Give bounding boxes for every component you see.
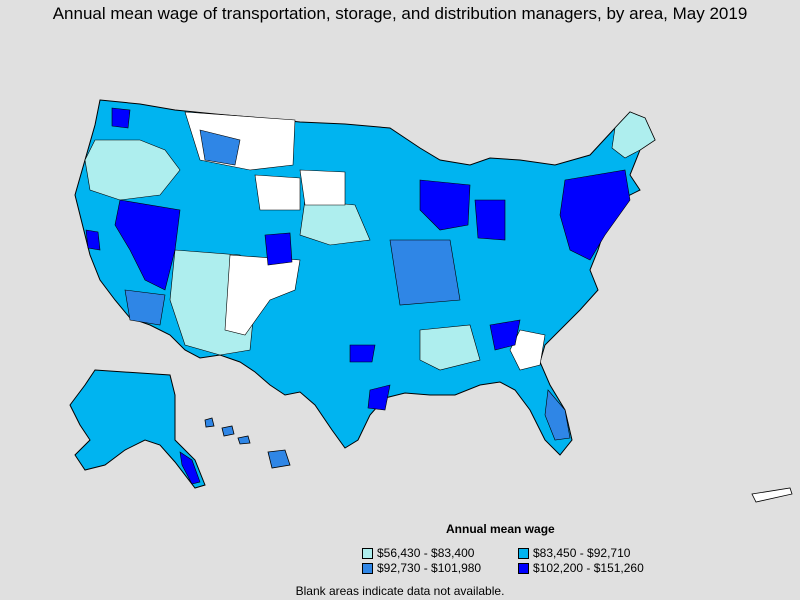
region-tier4-california-bay xyxy=(85,229,101,251)
footnote: Blank areas indicate data not available. xyxy=(295,584,505,598)
region-blank-wyoming xyxy=(254,174,301,211)
legend-label-tier1: $56,430 - $83,400 xyxy=(377,546,475,560)
region-tier3-midwest xyxy=(389,239,461,306)
region-tier4-great-lakes xyxy=(419,179,471,231)
legend-swatch-tier3 xyxy=(362,562,373,574)
region-blank-dakota xyxy=(299,169,346,206)
legend-item-tier3: $92,730 - $101,980 xyxy=(362,561,481,575)
region-tier3-arizona xyxy=(124,289,166,326)
legend-label-tier4: $102,200 - $151,260 xyxy=(533,561,644,575)
region-tier3-northwest xyxy=(199,129,241,166)
contiguous-us-region xyxy=(74,99,656,456)
legend-item-tier2: $83,450 - $92,710 xyxy=(518,546,630,560)
map-title: Annual mean wage of transportation, stor… xyxy=(52,4,748,23)
alaska-tier4-area xyxy=(179,451,201,485)
legend-label-tier3: $92,730 - $101,980 xyxy=(377,561,482,575)
legend-swatch-tier2 xyxy=(518,547,529,559)
hawaii-islands xyxy=(204,417,291,469)
region-tier1-south xyxy=(419,324,481,371)
region-blank-southeast xyxy=(509,329,546,371)
legend-label-tier2: $83,450 - $92,710 xyxy=(533,546,631,560)
region-tier1-plains xyxy=(299,199,371,246)
region-tier4-seattle xyxy=(111,107,131,129)
region-tier1-pacific-northwest xyxy=(84,139,181,201)
legend-swatch-tier4 xyxy=(518,562,529,574)
region-tier4-tennessee xyxy=(489,319,521,351)
puerto-rico-region xyxy=(751,487,793,503)
legend-item-tier1: $56,430 - $83,400 xyxy=(362,546,474,560)
region-tier4-houston xyxy=(367,384,391,411)
legend-title: Annual mean wage xyxy=(446,522,555,536)
region-tier4-colorado xyxy=(264,232,293,266)
region-tier4-texas xyxy=(349,344,376,363)
region-tier1-maine xyxy=(611,111,656,159)
region-blank-colorado-nm xyxy=(224,254,301,336)
region-tier4-northeast xyxy=(559,169,631,261)
legend-swatch-tier1 xyxy=(362,547,373,559)
region-tier4-ohio xyxy=(474,199,506,241)
region-tier4-nevada xyxy=(114,199,181,291)
region-tier3-florida xyxy=(544,389,571,441)
alaska-region xyxy=(69,369,206,489)
legend-item-tier4: $102,200 - $151,260 xyxy=(518,561,644,575)
